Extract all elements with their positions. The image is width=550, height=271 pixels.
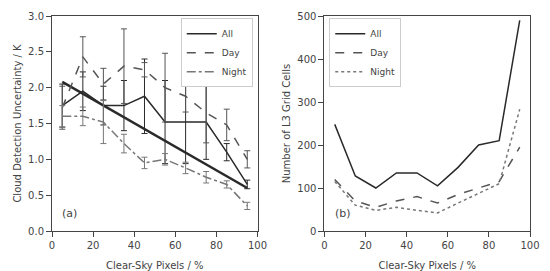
svg-text:0: 0 — [49, 240, 55, 251]
svg-text:All: All — [370, 29, 381, 39]
svg-text:20: 20 — [87, 240, 100, 251]
svg-text:300: 300 — [297, 97, 316, 108]
svg-text:Night: Night — [222, 67, 247, 77]
svg-text:(a): (a) — [62, 207, 77, 220]
svg-text:40: 40 — [400, 240, 413, 251]
svg-text:60: 60 — [441, 240, 454, 251]
svg-text:2.5: 2.5 — [28, 46, 44, 57]
svg-text:500: 500 — [297, 11, 316, 22]
svg-text:0: 0 — [310, 226, 316, 237]
svg-text:40: 40 — [128, 240, 141, 251]
svg-text:0.5: 0.5 — [28, 190, 44, 201]
svg-text:Day: Day — [222, 48, 240, 58]
svg-text:3.0: 3.0 — [28, 11, 44, 22]
svg-text:2.0: 2.0 — [28, 82, 44, 93]
svg-text:200: 200 — [297, 140, 316, 151]
svg-text:Clear-Sky Pixels / %: Clear-Sky Pixels / % — [106, 260, 204, 271]
svg-text:60: 60 — [169, 240, 182, 251]
svg-text:Clear-Sky Pixels / %: Clear-Sky Pixels / % — [378, 260, 476, 271]
svg-text:Cloud Detection Uncertainty /: Cloud Detection Uncertainty / K — [12, 44, 23, 203]
svg-text:100: 100 — [520, 240, 539, 251]
svg-text:0: 0 — [321, 240, 327, 251]
svg-text:1.5: 1.5 — [28, 118, 44, 129]
svg-text:(b): (b) — [335, 207, 351, 220]
svg-text:Number of L3 Grid Cells: Number of L3 Grid Cells — [281, 64, 292, 183]
svg-text:80: 80 — [210, 240, 223, 251]
svg-text:20: 20 — [359, 240, 372, 251]
svg-text:400: 400 — [297, 54, 316, 65]
svg-text:1.0: 1.0 — [28, 154, 44, 165]
svg-text:80: 80 — [483, 240, 496, 251]
svg-text:Day: Day — [370, 48, 388, 58]
svg-text:0.0: 0.0 — [28, 226, 44, 237]
svg-text:Night: Night — [370, 67, 395, 77]
svg-text:100: 100 — [297, 183, 316, 194]
svg-text:100: 100 — [248, 240, 267, 251]
svg-text:All: All — [222, 29, 233, 39]
